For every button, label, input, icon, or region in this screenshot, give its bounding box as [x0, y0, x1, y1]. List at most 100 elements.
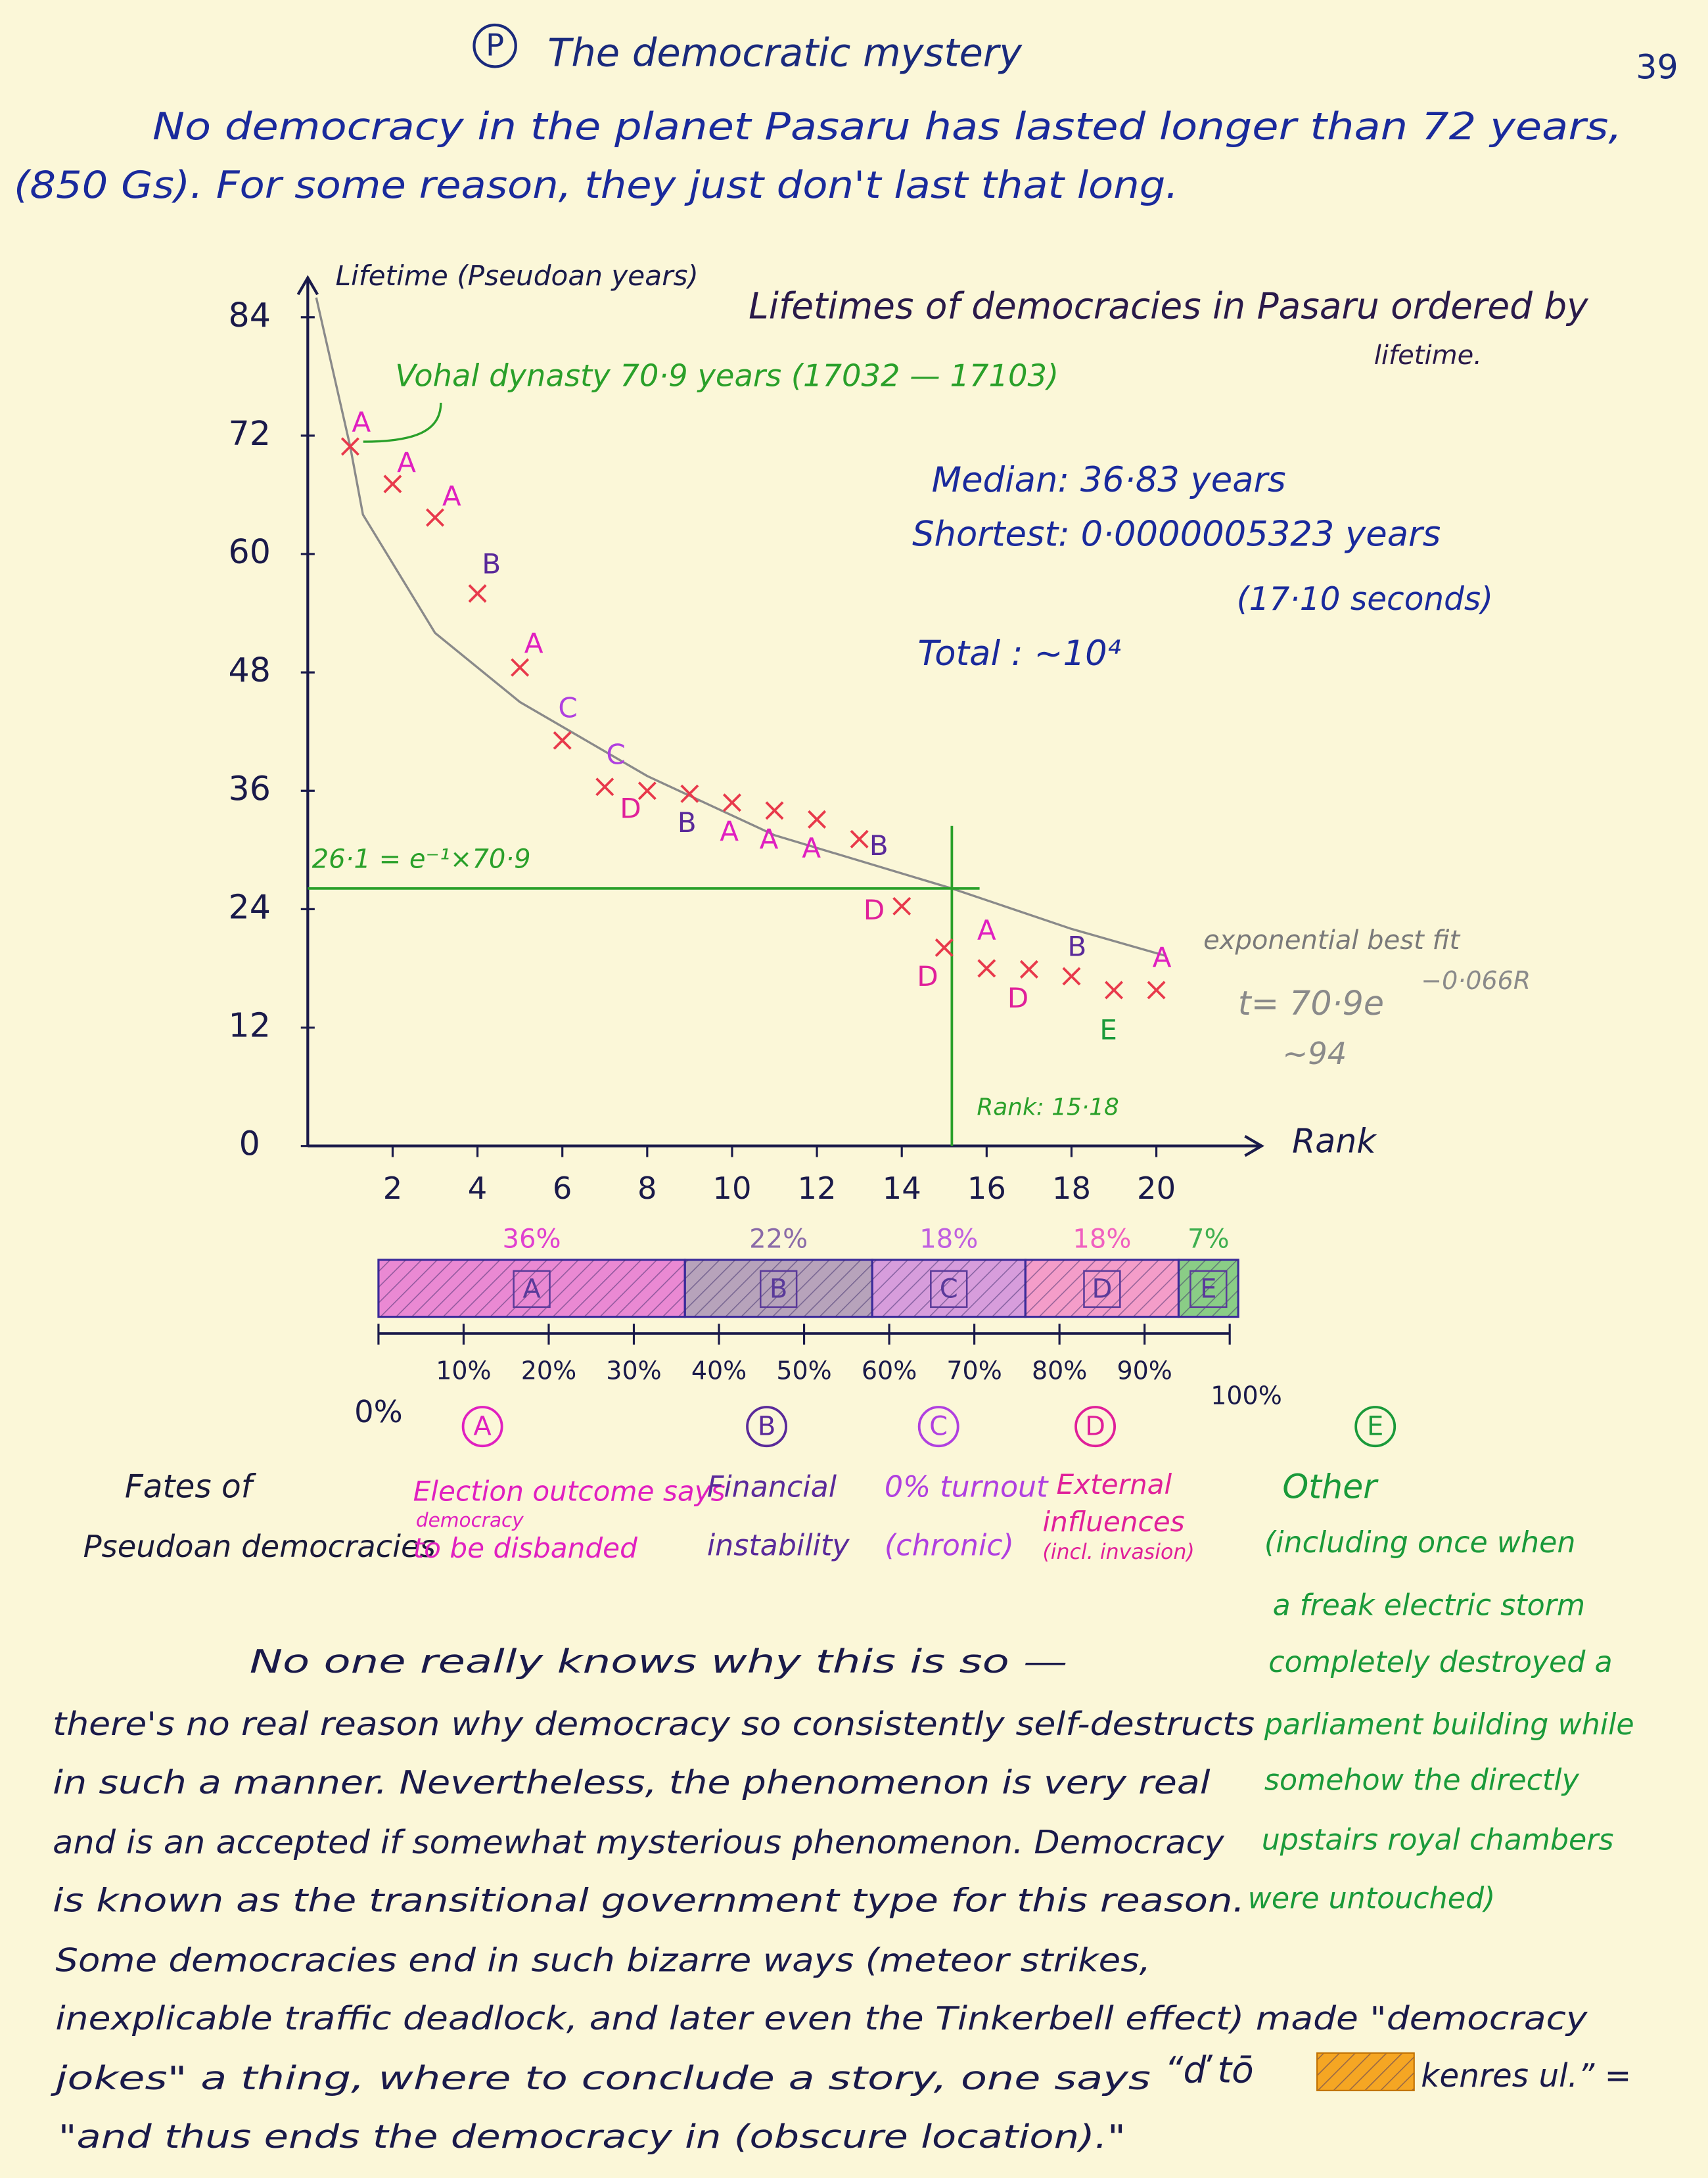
point-label: B	[482, 547, 501, 580]
joke-end: kenres ul.” =	[1421, 2058, 1631, 2095]
body-line: inexplicable traffic deadlock, and later…	[55, 2001, 1588, 2037]
fate-key-circle	[917, 1406, 959, 1448]
page-number: 39	[1636, 48, 1678, 87]
y-tick-label: 72	[229, 414, 271, 453]
chart-title: Lifetimes of democracies in Pasaru order…	[749, 285, 1589, 327]
fit-correction: ~94	[1282, 1036, 1347, 1071]
body-line: No one really knows why this is so —	[250, 1644, 1068, 1680]
fit-equation: t= 70·9e	[1238, 984, 1384, 1023]
segment-key: A	[522, 1274, 541, 1304]
bar-tick-label: 10%	[436, 1356, 491, 1385]
x-tick-label: 6	[553, 1170, 572, 1206]
fate-key-circle	[746, 1406, 788, 1448]
y-tick-label: 0	[239, 1124, 260, 1163]
point-label: A	[397, 446, 416, 478]
point-label: D	[1007, 982, 1028, 1014]
fate-key-circle	[461, 1406, 503, 1448]
shortest: Shortest: 0·0000005323 years	[912, 514, 1441, 554]
total: Total : ~10⁴	[918, 634, 1121, 674]
x-tick-label: 4	[468, 1170, 488, 1206]
segment-key: D	[1092, 1274, 1112, 1304]
segment-key-box	[1189, 1270, 1228, 1309]
data-point	[553, 731, 572, 750]
fate-key: A	[473, 1412, 492, 1442]
fate-description: influences	[1042, 1506, 1184, 1538]
vohal-arrow	[363, 402, 442, 443]
bar-tick-label: 40%	[691, 1356, 747, 1385]
body-line: there's no real reason why democracy so …	[53, 1706, 1255, 1743]
badge-circle	[473, 23, 517, 68]
point-label: B	[869, 829, 889, 862]
data-point	[637, 781, 657, 800]
point-label: A	[802, 832, 821, 864]
vohal-annotation: Vohal dynasty 70·9 years (17032 — 17103)	[395, 358, 1059, 393]
y-tick-label: 48	[229, 651, 271, 689]
bar-tick-label: 20%	[521, 1356, 576, 1385]
chart-title: lifetime.	[1374, 340, 1482, 371]
fate-key: C	[929, 1412, 948, 1442]
data-point	[935, 938, 954, 957]
fate-description: Election outcome says	[413, 1475, 726, 1508]
segment-value-label: 7%	[1188, 1224, 1230, 1254]
median: Median: 36·83 years	[932, 460, 1286, 500]
fate-description: completely destroyed a	[1268, 1646, 1612, 1679]
body-line: jokes" a thing, where to conclude a stor…	[50, 2060, 1151, 2097]
data-point	[808, 810, 827, 829]
fate-description: 0% turnout	[885, 1471, 1049, 1504]
point-label: B	[1067, 931, 1086, 963]
rank-label: Rank: 15·18	[977, 1094, 1119, 1121]
point-label: D	[864, 894, 885, 926]
data-point	[722, 793, 741, 812]
x-tick-label: 18	[1052, 1170, 1091, 1206]
y-tick-label: 36	[229, 769, 271, 808]
y-tick-label: 84	[229, 296, 271, 335]
fates-title: Fates of	[125, 1469, 257, 1506]
data-point	[468, 584, 487, 603]
data-point	[850, 829, 869, 848]
segment-value-label: 22%	[749, 1224, 808, 1254]
x-tick-label: 16	[967, 1170, 1006, 1206]
data-point	[765, 801, 784, 820]
obscure-location-hatch	[1316, 2052, 1415, 2091]
fate-description: (incl. invasion)	[1042, 1541, 1194, 1564]
segment-key: B	[770, 1274, 788, 1304]
segment-key-box	[760, 1270, 798, 1309]
page-title: The democratic mystery	[547, 30, 1023, 76]
point-label: A	[442, 480, 461, 512]
fate-description: to be disbanded	[413, 1532, 637, 1564]
segment-key-box	[513, 1270, 551, 1309]
data-point	[340, 437, 359, 456]
point-label: A	[524, 627, 543, 659]
x-axis-label: Rank	[1292, 1121, 1377, 1160]
fit-exponent: −0·066R	[1421, 966, 1531, 995]
segment-key: C	[940, 1274, 958, 1304]
x-tick-label: 2	[383, 1170, 403, 1206]
bar-tick-label: 70%	[946, 1356, 1002, 1385]
segment-value-label: 18%	[919, 1224, 978, 1254]
y-tick-label: 24	[229, 887, 271, 926]
fate-description: parliament building while	[1264, 1708, 1634, 1742]
body-line: in such a manner. Nevertheless, the phen…	[53, 1765, 1211, 1801]
bar-tick-label: 0%	[354, 1394, 403, 1429]
fate-key: E	[1367, 1412, 1383, 1442]
data-point	[1105, 981, 1124, 1000]
fate-description: upstairs royal chambers	[1262, 1824, 1614, 1857]
point-label: A	[760, 823, 779, 855]
fate-key: B	[758, 1412, 776, 1442]
y-tick-label: 12	[229, 1006, 271, 1044]
body-line: Some democracies end in such bizarre way…	[55, 1942, 1151, 1979]
data-point	[1019, 960, 1038, 979]
segment-value-label: 18%	[1073, 1224, 1131, 1254]
fate-description: were untouched)	[1248, 1882, 1496, 1915]
joke-meaning: "and thus ends the democracy in (obscure…	[58, 2119, 1126, 2156]
x-tick-label: 10	[712, 1170, 751, 1206]
x-axis-arrow	[1244, 1135, 1264, 1157]
intro-line: No democracy in the planet Pasaru has la…	[152, 105, 1622, 149]
point-label: C	[558, 692, 577, 724]
x-tick-label: 20	[1137, 1170, 1176, 1206]
data-point	[1062, 967, 1081, 986]
joke-start: “ď tō	[1165, 2049, 1254, 2091]
fit-curve	[315, 297, 1165, 957]
bar-tick-label: 30%	[606, 1356, 661, 1385]
